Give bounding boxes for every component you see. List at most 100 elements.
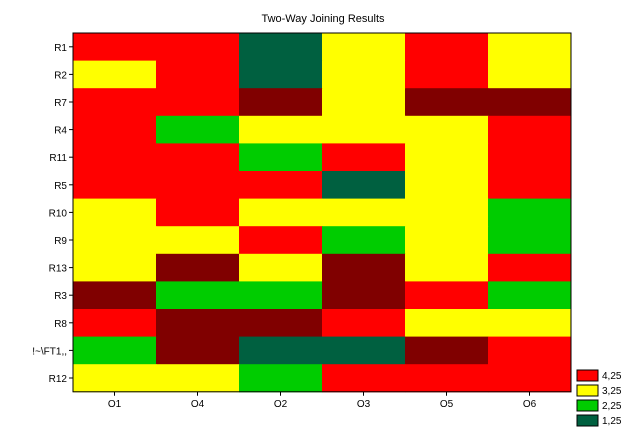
heatmap-cell: [156, 88, 240, 117]
heatmap-cell: [239, 198, 323, 227]
heatmap-cell: [239, 226, 323, 255]
legend-label: 3,25: [602, 386, 622, 397]
heatmap-cell: [239, 281, 323, 310]
row-label: R11: [49, 153, 67, 164]
heatmap-cell: [405, 33, 489, 62]
legend: 4,25 3,25 2,25 1,25: [576, 369, 622, 427]
heatmap-cell: [156, 198, 240, 227]
heatmap-cell: [322, 336, 406, 365]
heatmap-cell: [156, 171, 240, 200]
heatmap-cell: [488, 364, 572, 393]
row-label: R3: [54, 291, 67, 302]
heatmap-cell: [73, 198, 157, 227]
heatmap-cell: [239, 364, 323, 393]
row-label: !~\FT1,,: [32, 346, 67, 357]
heatmap-cell: [405, 336, 489, 365]
heatmap-cell: [488, 60, 572, 89]
heatmap-cell: [405, 253, 489, 282]
row-label: R8: [54, 319, 67, 330]
column-labels: O1 O4 O2 O3 O5 O6: [108, 391, 537, 410]
heatmap-cell: [322, 253, 406, 282]
heatmap-cell: [322, 281, 406, 310]
heatmap-cell: [156, 309, 240, 338]
column-label: O6: [523, 399, 537, 410]
column-label: O4: [191, 399, 205, 410]
heatmap-cell: [488, 253, 572, 282]
row-label: R2: [54, 70, 67, 81]
chart-title: Two-Way Joining Results: [261, 13, 385, 25]
heatmap-cell: [73, 336, 157, 365]
heatmap-cell: [405, 88, 489, 117]
heatmap-cell: [488, 171, 572, 200]
heatmap-cell: [488, 33, 572, 62]
heatmap-cell: [239, 171, 323, 200]
heatmap-cell: [156, 143, 240, 172]
heatmap-cell: [322, 60, 406, 89]
row-label: R1: [54, 43, 67, 54]
row-label: R10: [49, 208, 68, 219]
heatmap-cell: [239, 88, 323, 117]
heatmap-cell: [322, 115, 406, 144]
row-label: R4: [54, 126, 67, 137]
heatmap-cell: [239, 309, 323, 338]
heatmap-cell: [73, 88, 157, 117]
row-label: R12: [49, 374, 68, 385]
heatmap-cell: [73, 364, 157, 393]
heatmap-cell: [405, 143, 489, 172]
heatmap-cell: [322, 33, 406, 62]
column-label: O3: [357, 399, 371, 410]
heatmap-cell: [322, 198, 406, 227]
heatmap-cell: [322, 88, 406, 117]
heatmap-cell: [488, 336, 572, 365]
row-label: R9: [54, 236, 67, 247]
heatmap-cell: [322, 309, 406, 338]
heatmap-cell: [156, 281, 240, 310]
heatmap-cell: [322, 226, 406, 255]
heatmap-cell: [405, 364, 489, 393]
heatmap-cell: [322, 143, 406, 172]
heatmap-cell: [488, 309, 572, 338]
heatmap-cell: [405, 226, 489, 255]
heatmap-cell: [239, 253, 323, 282]
heatmap-cell: [73, 60, 157, 89]
heatmap-cell: [405, 171, 489, 200]
legend-swatch: [576, 369, 599, 382]
heatmap-cell: [73, 253, 157, 282]
heatmap-cell: [239, 143, 323, 172]
heatmap-cell: [239, 115, 323, 144]
heatmap-cell: [322, 364, 406, 393]
heatmap-cell: [405, 60, 489, 89]
heatmap-cell: [73, 115, 157, 144]
heatmap-cell: [73, 143, 157, 172]
heatmap-cell: [156, 253, 240, 282]
heatmap-cell: [488, 198, 572, 227]
heatmap-cell: [405, 309, 489, 338]
legend-swatch: [576, 399, 599, 412]
legend-swatch: [576, 384, 599, 397]
heatmap-cell: [73, 33, 157, 62]
heatmap-cell: [73, 309, 157, 338]
heatmap-cell: [156, 336, 240, 365]
heatmap-cell: [488, 88, 572, 117]
heatmap-cells: [73, 33, 572, 393]
heatmap-cell: [488, 115, 572, 144]
heatmap-cell: [405, 281, 489, 310]
heatmap-cell: [488, 143, 572, 172]
heatmap-cell: [239, 33, 323, 62]
column-label: O2: [274, 399, 288, 410]
heatmap-cell: [322, 171, 406, 200]
legend-label: 1,25: [602, 416, 622, 427]
heatmap-cell: [156, 115, 240, 144]
legend-label: 4,25: [602, 371, 622, 382]
legend-swatch: [576, 414, 599, 427]
heatmap-cell: [73, 226, 157, 255]
heatmap-cell: [239, 336, 323, 365]
heatmap-cell: [405, 115, 489, 144]
heatmap-cell: [156, 33, 240, 62]
heatmap-cell: [488, 281, 572, 310]
row-label: R13: [49, 264, 68, 275]
heatmap-cell: [156, 60, 240, 89]
heatmap-cell: [73, 171, 157, 200]
column-label: O5: [440, 399, 454, 410]
heatmap-cell: [488, 226, 572, 255]
